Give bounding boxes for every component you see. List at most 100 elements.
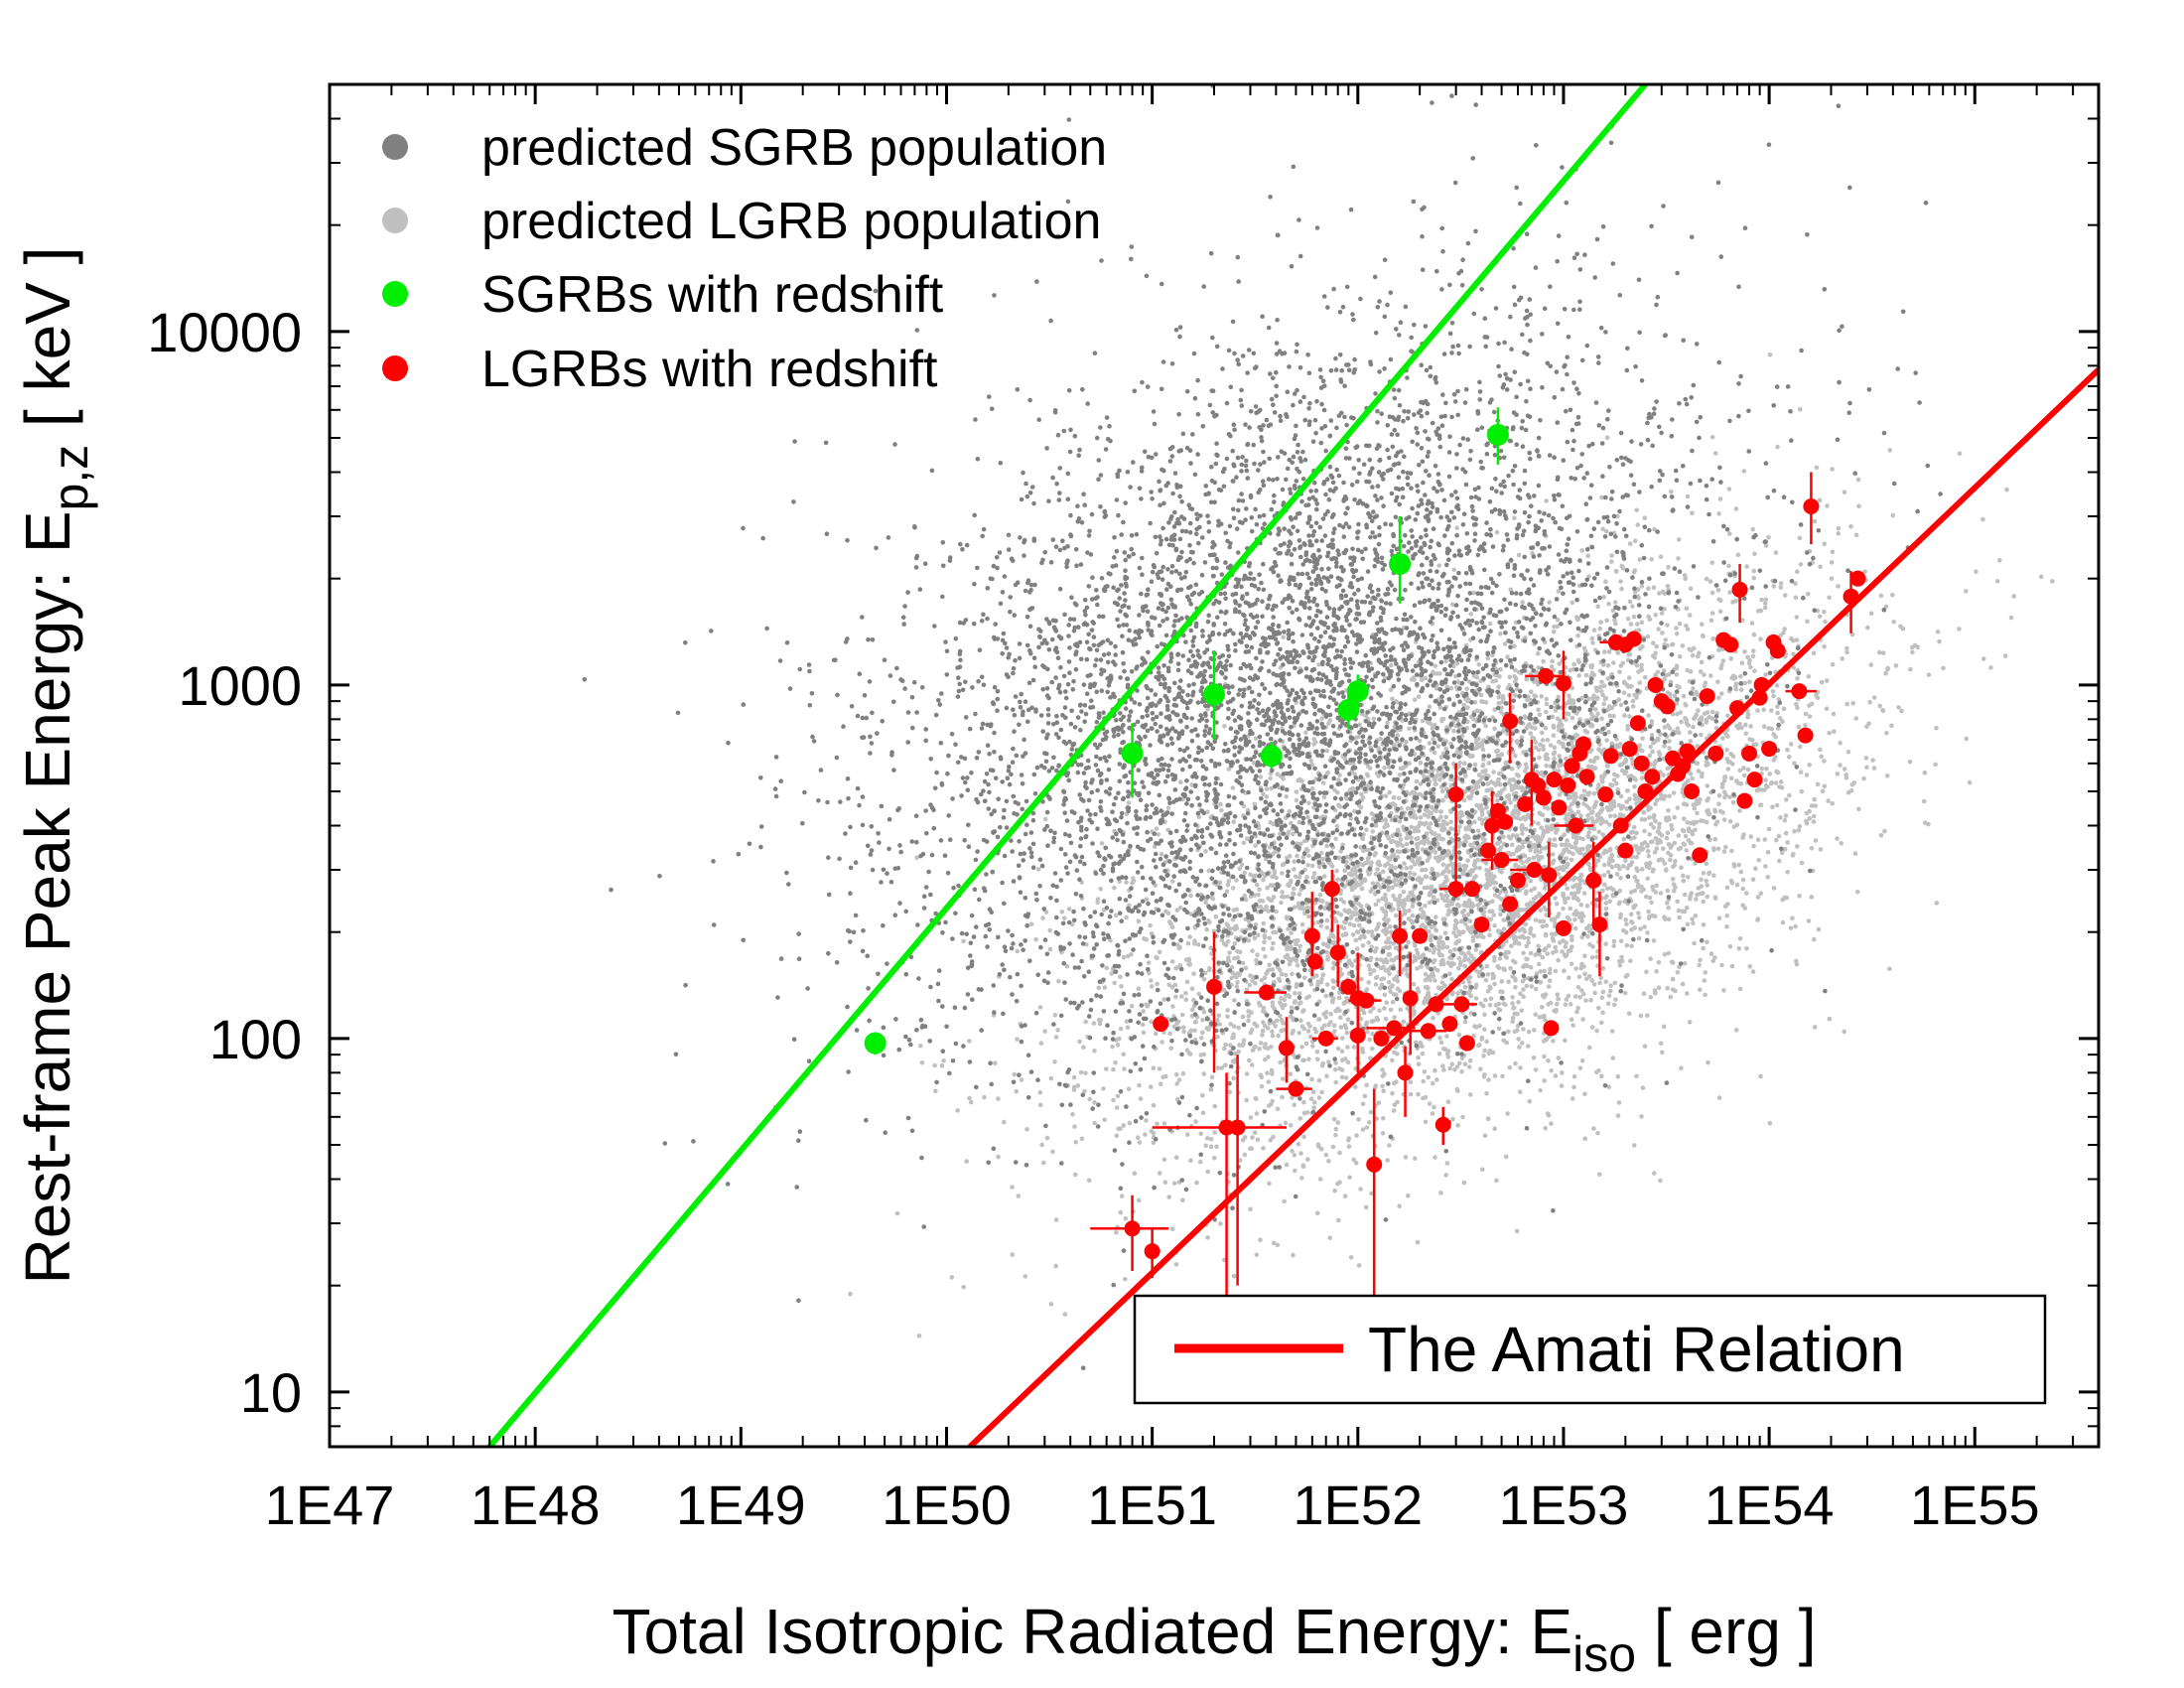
population-point — [941, 1058, 946, 1063]
population-point — [1727, 590, 1732, 595]
population-point — [1042, 1029, 1047, 1034]
population-point — [1169, 924, 1175, 929]
population-point — [1682, 573, 1688, 578]
population-point — [1576, 659, 1581, 664]
population-point — [1835, 772, 1841, 776]
population-point — [1460, 1114, 1465, 1120]
population-point — [1274, 909, 1279, 914]
population-point — [1418, 761, 1424, 766]
population-point — [1546, 1113, 1552, 1118]
population-point — [1424, 874, 1430, 880]
population-point — [1815, 781, 1821, 787]
population-point — [1501, 1001, 1506, 1007]
population-point — [1696, 708, 1701, 713]
population-point — [1251, 873, 1257, 879]
population-point — [1646, 807, 1651, 812]
population-point — [1639, 817, 1645, 822]
population-point — [1072, 1124, 1077, 1129]
population-point — [1926, 672, 1932, 677]
population-point — [1625, 788, 1631, 793]
population-point — [1450, 1116, 1455, 1122]
population-point — [1579, 964, 1584, 969]
population-point — [1114, 1133, 1120, 1139]
population-point — [1420, 868, 1425, 873]
population-point — [1651, 585, 1657, 590]
population-point — [1688, 669, 1694, 674]
population-point — [1433, 855, 1438, 861]
population-point — [1486, 1051, 1492, 1055]
population-point — [1230, 886, 1236, 891]
population-point — [1484, 804, 1489, 810]
population-point — [1594, 1028, 1599, 1034]
population-point — [1237, 1158, 1243, 1163]
population-point — [1436, 1052, 1442, 1056]
population-point — [1432, 1104, 1436, 1110]
population-point — [1601, 595, 1606, 600]
population-point — [1519, 1041, 1525, 1046]
population-point — [1476, 773, 1482, 777]
population-point — [1141, 1030, 1147, 1036]
population-point — [1465, 719, 1470, 725]
population-point — [1398, 766, 1404, 772]
population-point — [1554, 948, 1559, 954]
population-point — [1612, 1002, 1617, 1008]
population-point — [1175, 1019, 1181, 1025]
population-point — [1209, 1074, 1215, 1080]
population-point — [1537, 810, 1543, 816]
population-point — [1483, 977, 1489, 983]
population-point — [1666, 905, 1671, 911]
population-point — [1651, 938, 1657, 943]
population-point — [1417, 856, 1423, 861]
population-point — [1646, 909, 1651, 914]
population-point — [1501, 926, 1507, 931]
population-point — [1623, 769, 1629, 774]
population-point — [1683, 701, 1688, 707]
population-point — [1536, 943, 1541, 949]
population-point — [1401, 1019, 1407, 1025]
population-point — [1516, 913, 1521, 918]
population-point — [1745, 712, 1751, 717]
population-point — [1383, 892, 1388, 898]
population-point — [1415, 966, 1420, 971]
population-point — [1729, 963, 1735, 969]
population-point — [1353, 912, 1359, 916]
population-point — [1275, 772, 1280, 777]
population-point — [1195, 942, 1201, 947]
population-point — [1444, 944, 1450, 950]
population-point — [1241, 803, 1247, 809]
population-point — [1066, 907, 1072, 912]
population-point — [1724, 747, 1729, 753]
population-point — [1320, 780, 1326, 785]
population-point — [1698, 987, 1703, 993]
population-point — [1496, 684, 1501, 689]
population-point — [1353, 937, 1359, 943]
population-point — [1733, 506, 1739, 511]
population-point — [1653, 612, 1658, 618]
population-point — [1440, 797, 1445, 803]
population-point — [1667, 739, 1672, 744]
population-point — [1092, 1120, 1097, 1126]
population-point — [1669, 822, 1674, 828]
population-point — [1216, 1013, 1222, 1019]
population-point — [1466, 950, 1471, 955]
population-point — [1316, 1095, 1322, 1100]
population-point — [1688, 730, 1693, 735]
population-point — [1759, 766, 1765, 772]
population-point — [1653, 890, 1659, 895]
population-point — [1842, 767, 1847, 772]
population-point — [1386, 966, 1392, 972]
population-point — [1409, 824, 1414, 830]
population-point — [1420, 677, 1425, 683]
population-point — [1638, 926, 1643, 931]
population-point — [1218, 1221, 1223, 1226]
population-point — [1647, 617, 1653, 622]
population-point — [1822, 783, 1828, 789]
population-point — [1575, 809, 1581, 815]
population-point — [1459, 910, 1465, 914]
population-point — [1609, 852, 1614, 858]
population-point — [1437, 1036, 1442, 1041]
population-point — [1370, 1046, 1375, 1052]
population-point — [1799, 788, 1805, 794]
population-point — [1672, 814, 1677, 820]
population-point — [1071, 1087, 1077, 1092]
